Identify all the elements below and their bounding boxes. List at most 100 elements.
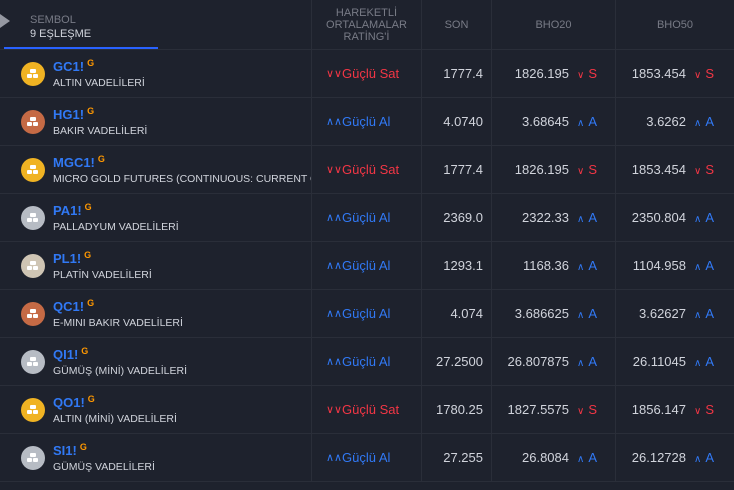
bho50-cell: 3.62627 ∧ A <box>616 290 734 337</box>
column-header-bho20[interactable]: BHO20 <box>492 0 616 49</box>
symbol-cell[interactable]: QC1! G E-MINI BAKIR VADELİLERİ <box>0 290 312 337</box>
ticker-link[interactable]: PA1! G <box>53 202 92 218</box>
bho20-signal: ∨ S <box>577 66 597 81</box>
rating-cell: ∧∧ Güçlü Al <box>312 434 422 481</box>
rating-cell: ∧∧ Güçlü Al <box>312 338 422 385</box>
double-chevron-up-icon: ∧∧ <box>326 260 343 272</box>
rating-cell: ∧∧ Güçlü Al <box>312 242 422 289</box>
bho20-value: 1827.5575 <box>507 402 569 417</box>
ticker-link[interactable]: SI1! G <box>53 442 87 458</box>
column-header-rating[interactable]: HAREKETLİ ORTALAMALAR RATİNG'İ <box>312 0 422 49</box>
ticker-link[interactable]: GC1! G <box>53 58 95 74</box>
ticker-link[interactable]: QC1! G <box>53 298 95 314</box>
ticker-link[interactable]: MGC1! G <box>53 154 105 170</box>
chevron-up-icon: ∧ <box>694 454 702 465</box>
table-row[interactable]: HG1! G BAKIR VADELİLERİ ∧∧ Güçlü Al 4.074… <box>0 98 734 146</box>
bho20-signal: ∧ A <box>577 114 597 129</box>
bho50-cell: 2350.804 ∧ A <box>616 194 734 241</box>
ticker-link[interactable]: PL1! G <box>53 250 92 266</box>
chevron-up-icon: ∧ <box>577 358 585 369</box>
bho50-cell: 1856.147 ∨ S <box>616 386 734 433</box>
bho50-signal: ∧ A <box>694 354 714 369</box>
rating-label: Güçlü Al <box>342 354 391 369</box>
bho50-value: 2350.804 <box>631 210 686 225</box>
rating-label: Güçlü Al <box>342 450 391 465</box>
rating-label: Güçlü Sat <box>342 162 400 177</box>
symbol-cell[interactable]: HG1! G BAKIR VADELİLERİ <box>0 98 312 145</box>
son-cell: 1780.25 <box>422 386 492 433</box>
bho50-value: 3.6262 <box>646 114 686 129</box>
rating-cell: ∨∨ Güçlü Sat <box>312 50 422 97</box>
table-row[interactable]: GC1! G ALTIN VADELİLERİ ∨∨ Güçlü Sat 1777… <box>0 50 734 98</box>
bho20-signal: ∧ A <box>577 450 597 465</box>
bho50-value: 1853.454 <box>631 162 686 177</box>
table-row[interactable]: PL1! G PLATİN VADELİLERİ ∧∧ Güçlü Al 1293… <box>0 242 734 290</box>
bho50-signal: ∨ S <box>694 402 714 417</box>
symbol-cell[interactable]: MGC1! G MICRO GOLD FUTURES (CONTINUOUS: C… <box>0 146 312 193</box>
bho50-signal: ∧ A <box>694 258 714 273</box>
son-value: 2369.0 <box>443 210 483 225</box>
symbol-cell[interactable]: GC1! G ALTIN VADELİLERİ <box>0 50 312 97</box>
rating-label: Güçlü Al <box>342 114 391 129</box>
bho20-value: 3.68645 <box>522 114 569 129</box>
bho50-signal: ∧ A <box>694 114 714 129</box>
column-header-symbol[interactable]: SEMBOL 9 EŞLEŞME <box>0 0 312 49</box>
bho50-value: 1104.958 <box>632 258 686 273</box>
flag-icon[interactable] <box>0 14 10 28</box>
delayed-badge: G <box>81 346 89 356</box>
commodity-bars-icon <box>21 254 45 278</box>
bho20-value: 1168.36 <box>522 258 569 273</box>
chevron-down-icon: ∨ <box>694 406 702 417</box>
bho50-value: 1853.454 <box>631 66 686 81</box>
table-row[interactable]: QO1! G ALTIN (MİNİ) VADELİLERİ ∨∨ Güçlü S… <box>0 386 734 434</box>
symbol-cell[interactable]: PA1! G PALLADYUM VADELİLERİ <box>0 194 312 241</box>
rating-header-label: HAREKETLİ ORTALAMALAR RATİNG'İ <box>326 6 407 43</box>
commodity-bars-icon <box>21 398 45 422</box>
double-chevron-up-icon: ∧∧ <box>326 116 343 128</box>
symbol-description: ALTIN (MİNİ) VADELİLERİ <box>53 413 177 425</box>
table-row[interactable]: QI1! G GÜMÜŞ (MİNİ) VADELİLERİ ∧∧ Güçlü A… <box>0 338 734 386</box>
rating-label: Güçlü Sat <box>342 66 400 81</box>
son-value: 1777.4 <box>443 66 483 81</box>
bho20-signal: ∧ A <box>577 210 597 225</box>
double-chevron-down-icon: ∨∨ <box>326 68 343 80</box>
table-row[interactable]: PA1! G PALLADYUM VADELİLERİ ∧∧ Güçlü Al 2… <box>0 194 734 242</box>
rating-cell: ∧∧ Güçlü Al <box>312 194 422 241</box>
bho20-signal: ∧ A <box>577 258 597 273</box>
son-cell: 27.2500 <box>422 338 492 385</box>
symbol-header-label: SEMBOL <box>30 14 76 26</box>
symbol-description: E-MINI BAKIR VADELİLERİ <box>53 317 183 329</box>
table-row[interactable]: SI1! G GÜMÜŞ VADELİLERİ ∧∧ Güçlü Al 27.25… <box>0 434 734 482</box>
son-value: 1777.4 <box>443 162 483 177</box>
bho20-signal: ∨ S <box>577 162 597 177</box>
symbol-cell[interactable]: SI1! G GÜMÜŞ VADELİLERİ <box>0 434 312 481</box>
table-row[interactable]: QC1! G E-MINI BAKIR VADELİLERİ ∧∧ Güçlü A… <box>0 290 734 338</box>
chevron-up-icon: ∧ <box>694 358 702 369</box>
bho50-cell: 1104.958 ∧ A <box>616 242 734 289</box>
symbol-description: MICRO GOLD FUTURES (CONTINUOUS: CURRENT … <box>53 173 311 185</box>
symbol-cell[interactable]: PL1! G PLATİN VADELİLERİ <box>0 242 312 289</box>
table-header: SEMBOL 9 EŞLEŞME HAREKETLİ ORTALAMALAR R… <box>0 0 734 50</box>
double-chevron-up-icon: ∧∧ <box>326 452 343 464</box>
chevron-down-icon: ∨ <box>577 70 585 81</box>
bho20-cell: 1826.195 ∨ S <box>492 50 616 97</box>
bho50-cell: 3.6262 ∧ A <box>616 98 734 145</box>
chevron-up-icon: ∧ <box>577 214 585 225</box>
son-value: 4.074 <box>450 306 483 321</box>
bho20-cell: 3.686625 ∧ A <box>492 290 616 337</box>
column-header-son[interactable]: SON <box>422 0 492 49</box>
table-row[interactable]: MGC1! G MICRO GOLD FUTURES (CONTINUOUS: C… <box>0 146 734 194</box>
symbol-cell[interactable]: QI1! G GÜMÜŞ (MİNİ) VADELİLERİ <box>0 338 312 385</box>
match-count: 9 EŞLEŞME <box>30 28 92 40</box>
ticker-link[interactable]: QI1! G <box>53 346 89 362</box>
symbol-description: BAKIR VADELİLERİ <box>53 125 148 137</box>
son-header-label: SON <box>444 18 469 31</box>
bho20-cell: 1827.5575 ∨ S <box>492 386 616 433</box>
symbol-description: PLATİN VADELİLERİ <box>53 269 152 281</box>
bho20-value: 3.686625 <box>514 306 569 321</box>
column-header-bho50[interactable]: BHO50 <box>616 0 734 49</box>
ticker-link[interactable]: HG1! G <box>53 106 95 122</box>
ticker-link[interactable]: QO1! G <box>53 394 95 410</box>
symbol-cell[interactable]: QO1! G ALTIN (MİNİ) VADELİLERİ <box>0 386 312 433</box>
delayed-badge: G <box>87 298 95 308</box>
